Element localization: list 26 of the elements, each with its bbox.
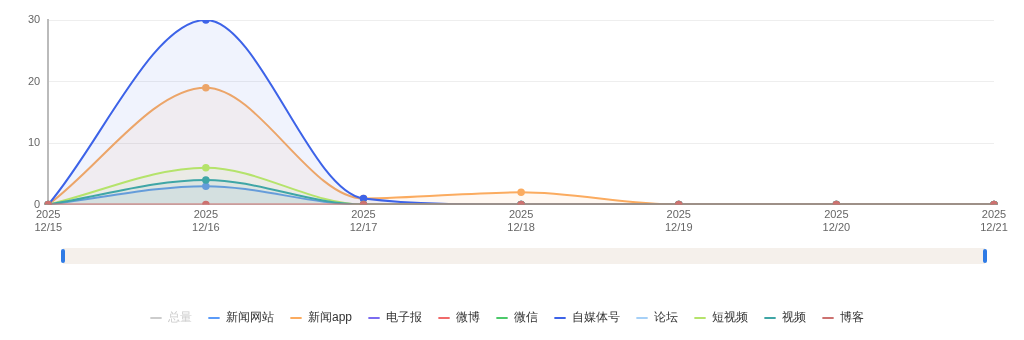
legend-label: 电子报 bbox=[386, 310, 423, 325]
y-tick-label: 0 bbox=[34, 197, 41, 210]
legend-label: 微博 bbox=[456, 310, 481, 325]
legend-label: 短视频 bbox=[712, 310, 749, 325]
x-tick-label: 2025 12/16 bbox=[192, 208, 220, 234]
y-tick-label: 20 bbox=[27, 74, 41, 87]
legend-label: 博客 bbox=[840, 310, 865, 325]
legend-label: 视频 bbox=[782, 310, 807, 325]
point bbox=[202, 83, 210, 92]
x-tick-label: 2025 12/15 bbox=[34, 208, 62, 234]
x-tick-label: 2025 12/19 bbox=[664, 208, 693, 234]
legend-label: 新闻app bbox=[307, 310, 353, 325]
y-tick-label: 10 bbox=[27, 136, 41, 149]
legend-label: 自媒体号 bbox=[572, 310, 621, 325]
point bbox=[202, 182, 210, 190]
point bbox=[202, 163, 210, 172]
point bbox=[202, 176, 210, 184]
point bbox=[517, 188, 525, 197]
legend-label: 论坛 bbox=[654, 310, 679, 325]
x-tick-label: 2025 12/21 bbox=[980, 208, 1008, 234]
x-tick-label: 2025 12/17 bbox=[349, 208, 378, 234]
legend-label: 新闻网站 bbox=[225, 310, 274, 325]
legend-label: 微信 bbox=[514, 310, 539, 325]
x-tick-label: 2025 12/18 bbox=[507, 208, 535, 234]
x-tick-label: 2025 12/20 bbox=[822, 208, 851, 234]
y-tick-label: 30 bbox=[27, 13, 41, 26]
